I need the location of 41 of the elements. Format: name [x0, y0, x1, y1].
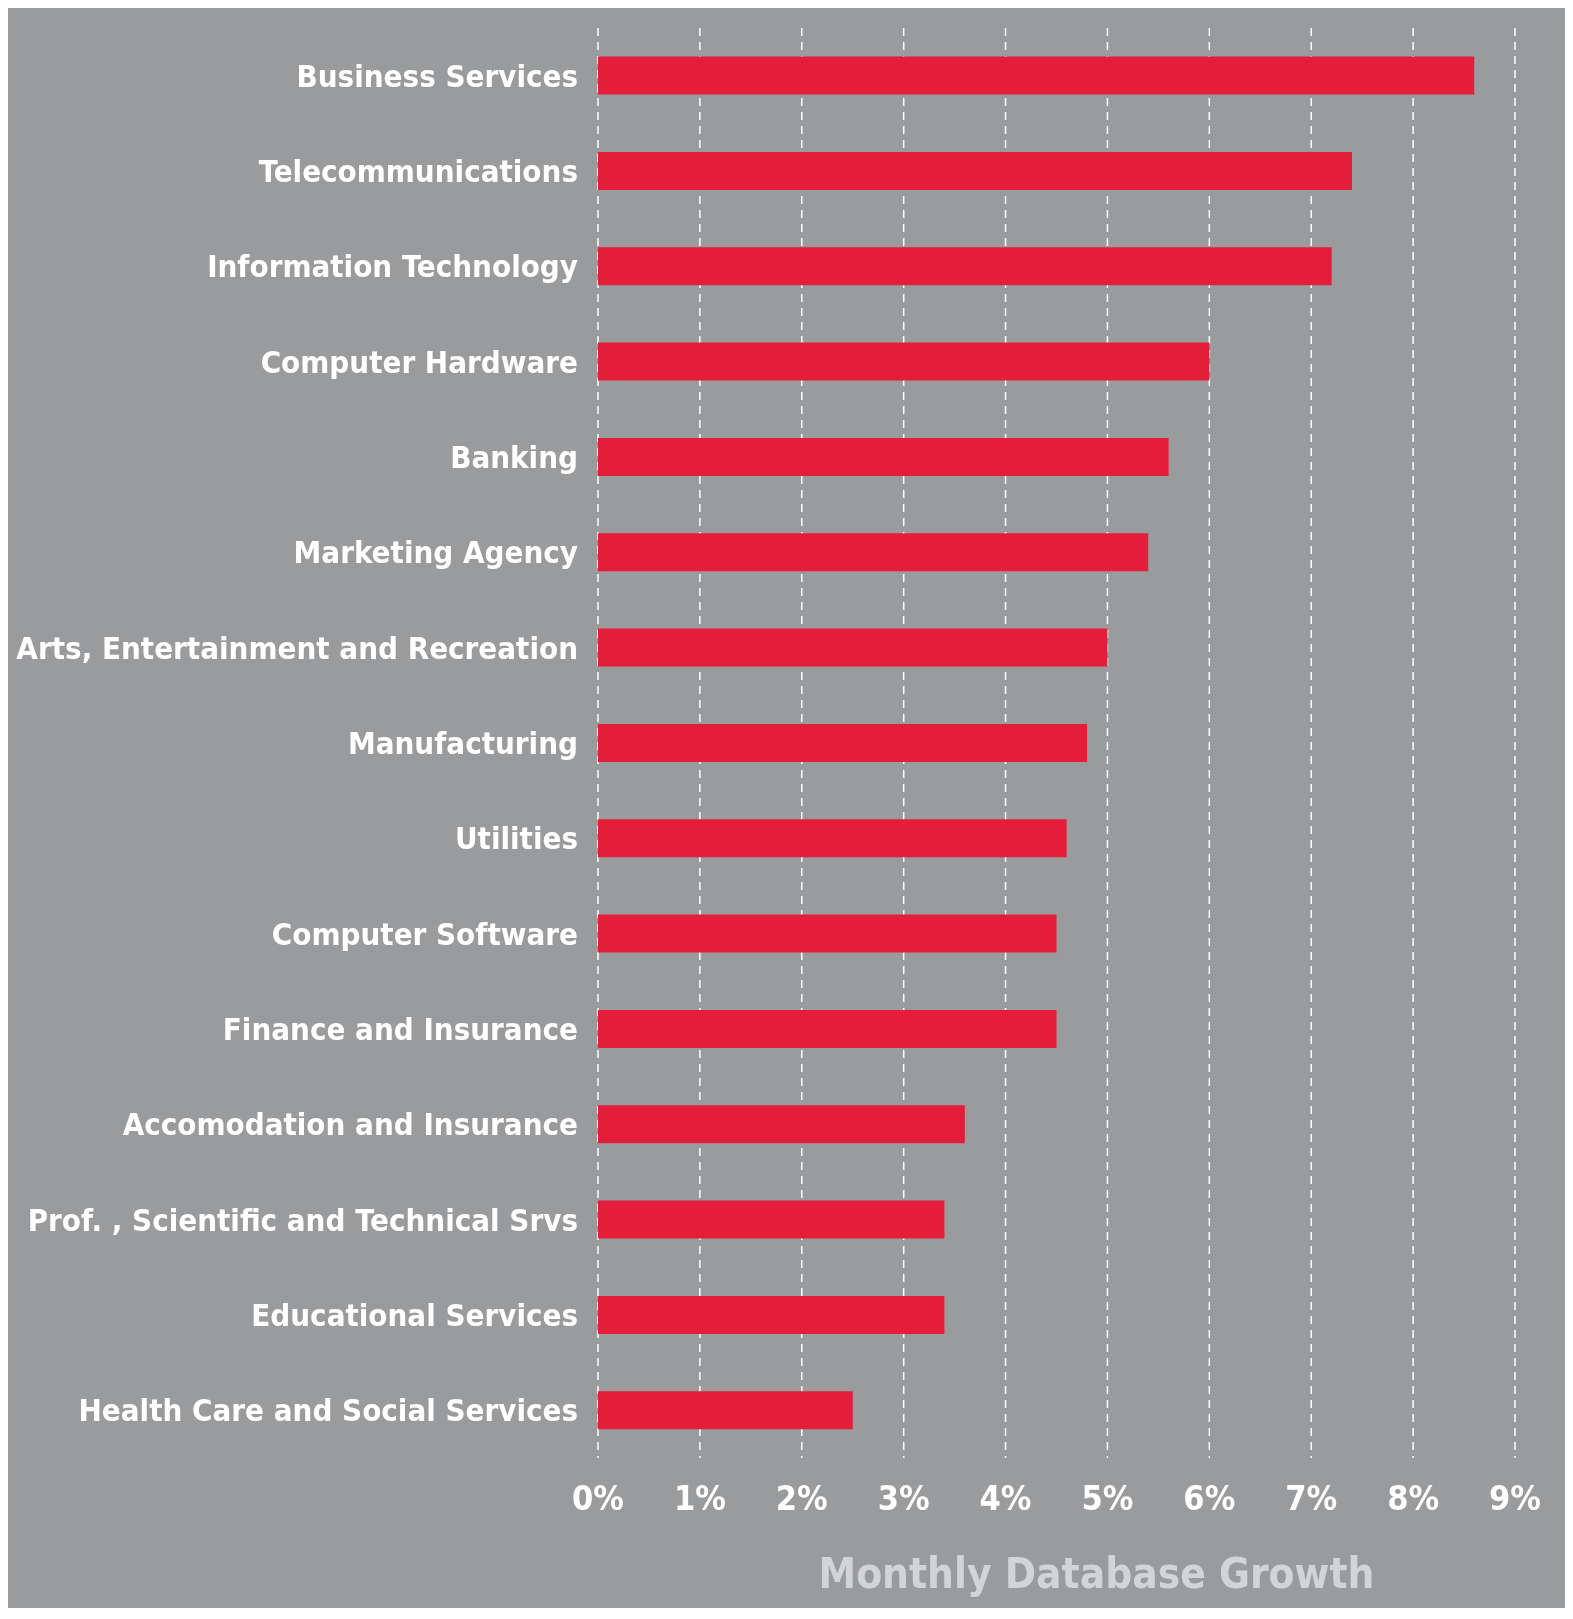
bar: [598, 342, 1210, 381]
y-tick-label: Finance and Insurance: [222, 1011, 578, 1048]
x-tick-label: 7%: [1285, 1478, 1338, 1519]
bar: [598, 1391, 853, 1430]
bar: [598, 628, 1108, 667]
bar: [598, 1009, 1057, 1048]
bar: [598, 151, 1352, 190]
y-tick-label: Educational Services: [251, 1297, 578, 1334]
y-tick-label: Computer Software: [271, 915, 578, 952]
x-tick-label: 6%: [1183, 1478, 1236, 1519]
x-tick-label: 0%: [572, 1478, 624, 1519]
y-tick-label: Manufacturing: [347, 725, 578, 762]
bar: [598, 723, 1088, 762]
y-tick-label: Information Technology: [207, 248, 578, 285]
x-tick-label: 2%: [775, 1478, 828, 1519]
y-tick-label: Business Services: [296, 57, 578, 94]
y-tick-label: Utilities: [454, 820, 578, 857]
bar: [598, 1105, 965, 1144]
bar: [598, 819, 1067, 858]
x-tick-label: 8%: [1387, 1478, 1440, 1519]
bar: [598, 533, 1149, 572]
y-tick-label: Health Care and Social Services: [78, 1392, 578, 1429]
bar: [598, 56, 1475, 95]
y-tick-label: Banking: [450, 439, 578, 476]
y-tick-label: Telecommunications: [258, 153, 578, 190]
y-tick-label: Computer Hardware: [260, 343, 578, 380]
x-tick-label: 3%: [877, 1478, 930, 1519]
y-tick-label: Marketing Agency: [293, 534, 578, 571]
x-tick-label: 5%: [1081, 1478, 1134, 1519]
bar: [598, 437, 1169, 476]
x-tick-label: 1%: [673, 1478, 726, 1519]
x-tick-label: 4%: [979, 1478, 1032, 1519]
bar: [598, 247, 1332, 286]
y-tick-label: Arts, Entertainment and Recreation: [16, 629, 578, 666]
x-axis-title: Monthly Database Growth: [818, 1549, 1375, 1598]
bar: [598, 1295, 945, 1334]
bar: [598, 1200, 945, 1239]
x-tick-label: 9%: [1489, 1478, 1541, 1519]
bar: [598, 914, 1057, 953]
y-tick-label: Accomodation and Insurance: [122, 1106, 578, 1143]
y-tick-label: Prof. , Scientific and Technical Srvs: [27, 1201, 578, 1238]
